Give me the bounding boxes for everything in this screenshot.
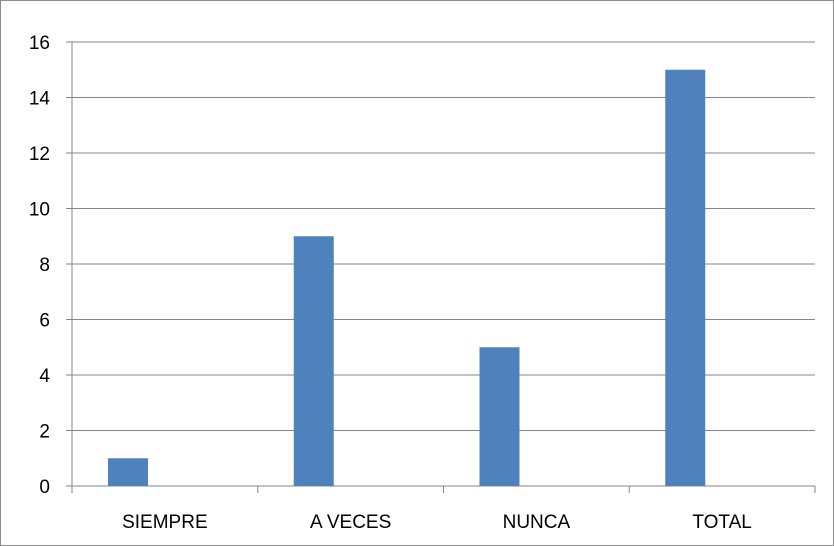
- x-tick-label: SIEMPRE: [122, 512, 208, 533]
- x-tick-label: NUNCA: [503, 512, 571, 533]
- x-axis: SIEMPRE A VECES NUNCA TOTAL: [71, 485, 816, 533]
- y-tick-label: 8: [39, 255, 50, 276]
- y-tick-label: 14: [29, 89, 51, 110]
- x-tick-label: A VECES: [310, 512, 391, 533]
- y-tick-label: 16: [29, 33, 50, 54]
- bar: [479, 347, 520, 486]
- y-axis: 0 2 4 6 8 10 12 14 16: [29, 33, 73, 498]
- y-tick-label: 12: [29, 144, 50, 165]
- y-tick-label: 2: [39, 422, 50, 443]
- bars: [108, 69, 706, 486]
- y-tick-label: 10: [29, 200, 50, 221]
- y-tick-label: 4: [39, 366, 50, 387]
- bar: [293, 236, 334, 486]
- bar: [665, 69, 706, 486]
- bar: [108, 458, 148, 486]
- y-tick-label: 0: [39, 477, 50, 498]
- y-tick-label: 6: [39, 311, 50, 332]
- x-tick-label: TOTAL: [692, 512, 751, 533]
